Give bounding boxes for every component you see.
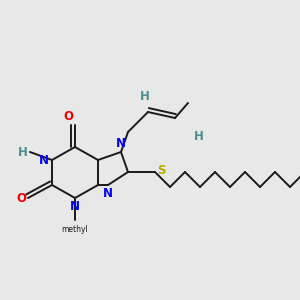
Text: methyl: methyl [61, 225, 88, 234]
Text: H: H [18, 146, 28, 158]
Text: H: H [140, 89, 150, 103]
Text: H: H [194, 130, 204, 143]
Text: N: N [116, 137, 126, 150]
Text: N: N [103, 187, 113, 200]
Text: O: O [63, 110, 73, 123]
Text: O: O [16, 191, 26, 205]
Text: N: N [39, 154, 49, 166]
Text: N: N [70, 200, 80, 213]
Text: S: S [157, 164, 166, 178]
